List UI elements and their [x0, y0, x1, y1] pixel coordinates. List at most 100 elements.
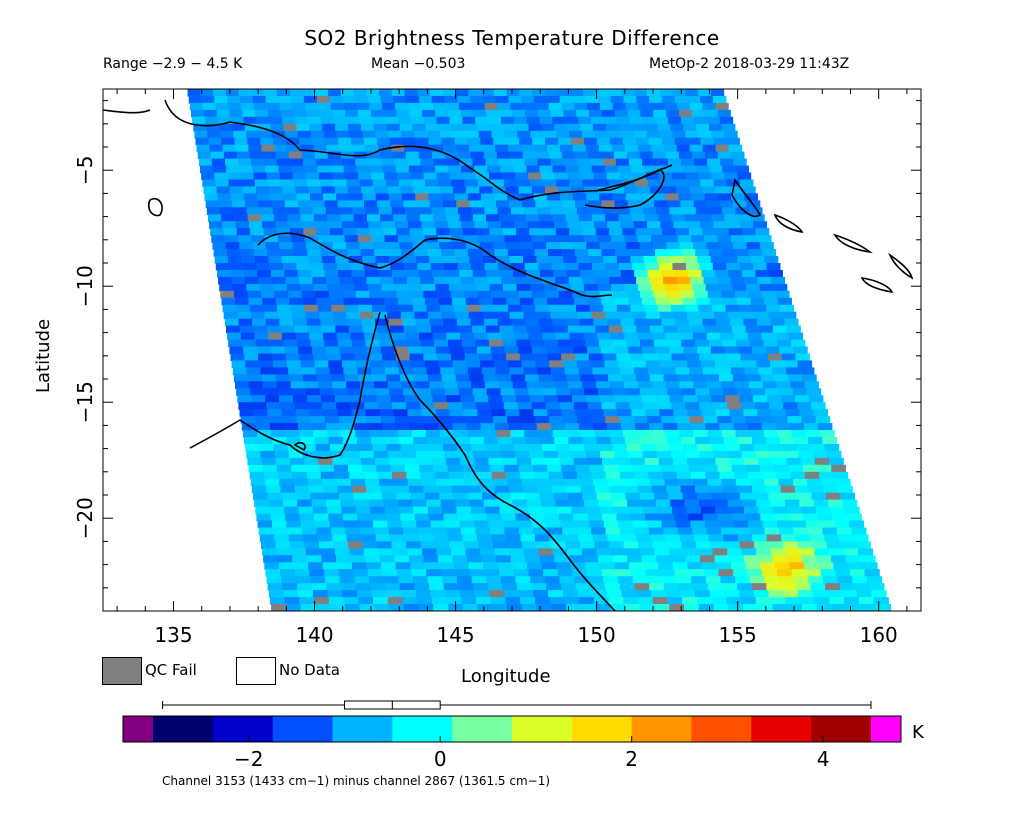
heatmap-cell [607, 318, 622, 327]
heatmap-cell [685, 130, 699, 139]
heatmap-cell [393, 478, 409, 487]
heatmap-cell [337, 562, 353, 570]
heatmap-cell [488, 116, 502, 125]
heatmap-cell [654, 200, 668, 208]
heatmap-cell [301, 367, 317, 375]
heatmap-cell [743, 555, 759, 563]
heatmap-cell [652, 485, 667, 494]
heatmap-cell [418, 395, 433, 403]
heatmap-cell [559, 96, 573, 104]
heatmap-cell [421, 409, 437, 417]
heatmap-cell [341, 583, 357, 591]
heatmap-cell [580, 221, 595, 229]
heatmap-cell [617, 165, 632, 174]
heatmap-cell [644, 457, 660, 466]
heatmap-cell [383, 430, 399, 438]
heatmap-cell [307, 395, 322, 403]
heatmap-cell [675, 520, 691, 529]
heatmap-cell [271, 430, 286, 438]
heatmap-cell [344, 604, 361, 611]
heatmap-cell [812, 590, 828, 598]
heatmap-cell [657, 123, 671, 132]
heatmap-cell [381, 221, 396, 229]
heatmap-cell [379, 555, 395, 563]
heatmap-cell [514, 506, 529, 515]
heatmap-cell [524, 263, 539, 271]
heatmap-cell [646, 130, 661, 139]
heatmap-cell [239, 325, 254, 334]
heatmap-cell [638, 597, 654, 605]
heatmap-cell [267, 492, 283, 501]
heatmap-cell [672, 506, 688, 515]
heatmap-cell [435, 165, 449, 174]
heatmap-cell [606, 367, 621, 375]
heatmap-cell [417, 388, 432, 396]
heatmap-cell [521, 360, 536, 368]
y-tick-label: −5 [73, 155, 97, 184]
heatmap-cell [491, 235, 505, 243]
heatmap-cell [625, 193, 640, 201]
heatmap-cell [386, 590, 402, 598]
heatmap-cell [536, 256, 551, 264]
heatmap-cell [283, 339, 298, 348]
heatmap-cell [345, 172, 359, 181]
heatmap-cell [366, 346, 382, 355]
heatmap-cell [347, 388, 362, 396]
heatmap-cell [667, 290, 682, 299]
heatmap-cell [647, 221, 661, 229]
heatmap-cell [223, 228, 238, 236]
heatmap-cell [751, 583, 768, 591]
heatmap-cell [394, 416, 410, 424]
heatmap-cell [485, 444, 501, 452]
heatmap-cell [234, 214, 249, 222]
heatmap-cell [228, 256, 243, 264]
heatmap-cell [296, 416, 312, 424]
heatmap-cell [537, 485, 553, 494]
heatmap-cell [811, 402, 826, 410]
heatmap-cell [310, 492, 326, 501]
heatmap-cell [642, 450, 658, 459]
heatmap-cell [242, 430, 258, 438]
heatmap-cell [605, 123, 620, 132]
heatmap-cell [818, 513, 833, 522]
heatmap-cell [504, 346, 519, 355]
heatmap-cell [377, 541, 393, 549]
heatmap-cell [715, 102, 729, 111]
heatmap-cell [360, 381, 375, 389]
heatmap-cell [417, 263, 432, 271]
heatmap-cell [268, 256, 283, 264]
heatmap-cell [336, 193, 350, 201]
heatmap-cell [526, 381, 542, 389]
heatmap-cell [725, 444, 741, 452]
heatmap-cell [442, 506, 458, 515]
heatmap-cell [748, 471, 763, 480]
heatmap-cell [563, 109, 577, 118]
heatmap-cell [864, 569, 880, 577]
heatmap-cell [550, 311, 565, 320]
heatmap-cell [758, 457, 773, 466]
heatmap-cell [354, 499, 370, 508]
heatmap-cell [362, 464, 377, 473]
heatmap-cell [237, 395, 252, 403]
heatmap-cell [359, 179, 374, 188]
heatmap-cell [637, 144, 652, 153]
heatmap-cell [345, 109, 359, 118]
heatmap-cell [580, 270, 595, 278]
heatmap-cell [302, 221, 316, 229]
heatmap-cell [709, 590, 725, 598]
heatmap-cell [323, 193, 337, 201]
heatmap-cell [669, 395, 684, 403]
colorbar-segment [153, 716, 214, 742]
heatmap-cell [610, 548, 626, 556]
heatmap-cell [682, 492, 698, 501]
heatmap-cell [418, 207, 433, 215]
heatmap-cell [614, 506, 630, 515]
heatmap-cell [674, 464, 690, 473]
heatmap-cell [519, 297, 535, 306]
heatmap-cell [491, 471, 507, 480]
heatmap-cell [486, 576, 502, 584]
heatmap-cell [661, 96, 676, 104]
heatmap-cell [259, 130, 273, 139]
heatmap-cell [378, 402, 393, 410]
heatmap-cell [509, 485, 525, 494]
